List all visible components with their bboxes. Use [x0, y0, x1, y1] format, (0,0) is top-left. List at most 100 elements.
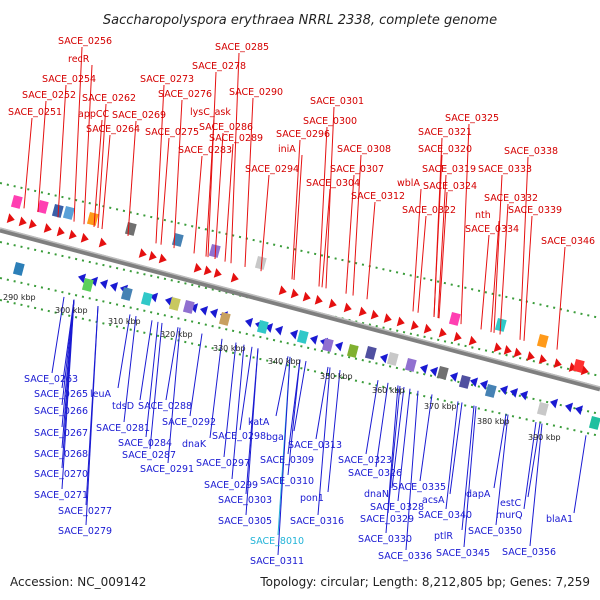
reverse-gene-arrow	[290, 329, 299, 340]
forward-gene-arrow	[513, 347, 522, 358]
label-leader	[325, 106, 335, 289]
label-leader	[490, 220, 500, 333]
feature-box	[256, 320, 269, 334]
label-leader	[365, 380, 379, 455]
gene-label: SACE_0263	[24, 374, 78, 385]
forward-gene-arrow	[343, 302, 352, 313]
label-leader	[224, 143, 234, 262]
dotted-track-outer-mid	[0, 241, 600, 377]
label-leader	[155, 84, 165, 244]
gene-label: SACE_0322	[402, 205, 456, 216]
forward-gene-arrow	[98, 237, 107, 248]
label-leader	[366, 201, 376, 300]
label-leader	[573, 435, 587, 514]
feature-box	[140, 291, 153, 306]
label-leader	[145, 321, 159, 438]
label-leader	[529, 423, 543, 547]
axis-tick-label: 300 kbp	[55, 306, 88, 315]
feature-box	[86, 212, 99, 226]
feature-box	[321, 337, 334, 352]
label-leader	[385, 385, 399, 534]
gene-label: SACE_0329	[360, 514, 414, 525]
label-leader	[417, 215, 427, 313]
label-leader	[123, 315, 137, 423]
label-leader	[519, 156, 529, 340]
gene-label: SACE_0320	[418, 144, 472, 155]
gene-label: SACE_0290	[229, 87, 283, 98]
feature-box	[364, 346, 377, 360]
label-leader	[463, 406, 477, 548]
gene-label: SACE_0256	[58, 36, 112, 47]
gene-label: SACE_0251	[8, 107, 62, 118]
accession-text: Accession: NC_009142	[10, 575, 146, 589]
feature-box	[404, 358, 417, 372]
forward-gene-arrow	[468, 335, 477, 346]
axis-tick-label: 340 kbp	[268, 357, 301, 366]
genome-backbone	[0, 227, 600, 392]
forward-gene-arrow	[302, 291, 311, 302]
label-leader	[449, 402, 463, 495]
gene-label: SACE_0310	[260, 476, 314, 487]
gene-label: SACE_0325	[445, 113, 499, 124]
feature-box	[51, 204, 64, 218]
gene-label: recR	[68, 54, 90, 65]
gene-label: SACE_0273	[140, 74, 194, 85]
label-leader	[327, 370, 341, 493]
reverse-gene-arrow	[565, 402, 574, 413]
label-leader	[527, 423, 541, 498]
gene-label: SACE_0284	[118, 438, 172, 449]
dotted-track-inner-mid	[0, 277, 600, 415]
feature-box	[12, 261, 25, 276]
feature-box	[124, 222, 137, 236]
label-leader	[397, 388, 411, 502]
feature-box	[120, 286, 133, 301]
gene-label: dnaK	[182, 439, 207, 450]
label-leader	[165, 327, 179, 401]
label-leader	[317, 367, 331, 516]
gene-label: SACE_0299	[204, 480, 258, 491]
reverse-gene-arrow	[520, 390, 529, 401]
reverse-gene-arrow	[430, 366, 439, 377]
gene-label: lysC_ask	[190, 107, 231, 118]
gene-label: ptlR	[434, 531, 453, 542]
gene-label: SACE_0332	[484, 193, 538, 204]
gene-label: SACE_0264	[86, 124, 140, 135]
gene-label: SACE_0292	[162, 417, 216, 428]
label-leader	[438, 191, 448, 319]
label-leader	[61, 299, 75, 490]
label-leader	[391, 387, 405, 489]
label-leader	[375, 382, 389, 468]
forward-gene-arrow	[80, 232, 89, 243]
gene-label: SACE_0285	[215, 42, 269, 53]
gene-label: SACE_0269	[112, 110, 166, 121]
reverse-gene-arrow	[510, 388, 519, 398]
gene-label: SACE_0270	[34, 469, 88, 480]
reverse-gene-arrow	[480, 380, 489, 390]
gene-label: iniA	[278, 144, 296, 155]
label-leader	[260, 174, 270, 272]
gene-label: SACE_0309	[260, 455, 314, 466]
axis-tick-label: 330 kbp	[213, 344, 246, 353]
label-leader	[433, 137, 443, 318]
label-leader	[277, 356, 291, 556]
reverse-gene-arrow	[450, 372, 459, 382]
gene-label: murQ	[496, 510, 523, 521]
top-label-leaders	[23, 46, 566, 350]
forward-gene-arrow	[328, 298, 337, 309]
forward-gene-arrow	[68, 229, 77, 240]
forward-gene-arrow	[493, 342, 502, 353]
feature-box	[62, 206, 75, 220]
gene-label: SACE_0356	[502, 547, 556, 558]
feature-box	[588, 416, 600, 430]
label-leader	[127, 120, 137, 236]
axis-ticks: 290 kbp 300 kbp 310 kbp 320 kbp 330 kbp 340 k…	[3, 293, 561, 442]
label-leader	[51, 296, 65, 374]
reverse-gene-arrow	[420, 364, 429, 374]
gene-label: SACE_0291	[140, 464, 194, 475]
forward-gene-arrow	[538, 354, 547, 364]
forward-gene-arrow	[56, 226, 65, 237]
label-leader	[387, 385, 401, 514]
feature-box	[81, 278, 94, 292]
axis-tick-label: 370 kbp	[424, 402, 457, 411]
gene-label: SACE_0276	[158, 89, 212, 100]
